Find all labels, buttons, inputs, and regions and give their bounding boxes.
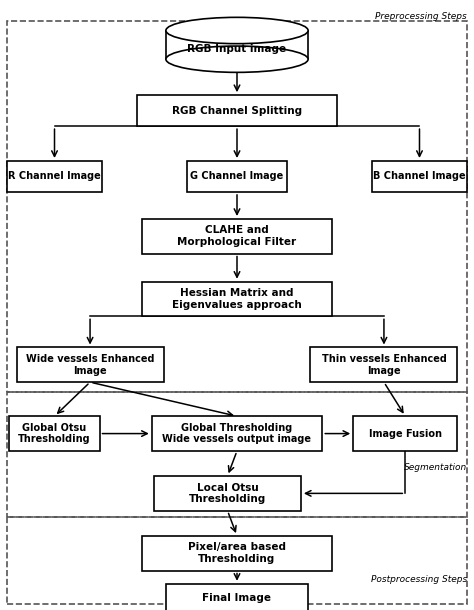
FancyBboxPatch shape (137, 95, 337, 126)
Text: B Channel Image: B Channel Image (373, 171, 466, 181)
Text: Preprocessing Steps: Preprocessing Steps (375, 12, 467, 21)
Ellipse shape (166, 17, 308, 44)
Text: R Channel Image: R Channel Image (8, 171, 101, 181)
Ellipse shape (166, 46, 308, 73)
Text: Hessian Matrix and
Eigenvalues approach: Hessian Matrix and Eigenvalues approach (172, 288, 302, 310)
Text: Segmentation: Segmentation (404, 464, 467, 473)
Text: RGB Input image: RGB Input image (187, 44, 287, 54)
Text: G Channel Image: G Channel Image (191, 171, 283, 181)
FancyBboxPatch shape (142, 282, 332, 317)
Text: Thin vessels Enhanced
Image: Thin vessels Enhanced Image (321, 354, 447, 376)
Text: Image Fusion: Image Fusion (369, 429, 442, 439)
FancyBboxPatch shape (372, 161, 467, 192)
Text: Global Thresholding
Wide vessels output image: Global Thresholding Wide vessels output … (163, 423, 311, 444)
Text: Final Image: Final Image (202, 593, 272, 603)
FancyBboxPatch shape (7, 161, 102, 192)
Text: Wide vessels Enhanced
Image: Wide vessels Enhanced Image (26, 354, 155, 376)
FancyBboxPatch shape (166, 30, 308, 59)
Text: Global Otsu
Thresholding: Global Otsu Thresholding (18, 423, 91, 444)
FancyBboxPatch shape (17, 348, 164, 382)
Text: Postprocessing Steps: Postprocessing Steps (371, 575, 467, 584)
Text: RGB Channel Splitting: RGB Channel Splitting (172, 106, 302, 116)
FancyBboxPatch shape (152, 416, 322, 451)
Text: CLAHE and
Morphological Filter: CLAHE and Morphological Filter (177, 226, 297, 247)
FancyBboxPatch shape (353, 416, 457, 451)
FancyBboxPatch shape (154, 476, 301, 511)
FancyBboxPatch shape (142, 536, 332, 570)
FancyBboxPatch shape (187, 161, 287, 192)
FancyBboxPatch shape (166, 584, 308, 610)
FancyBboxPatch shape (9, 416, 100, 451)
Text: Pixel/area based
Thresholding: Pixel/area based Thresholding (188, 542, 286, 564)
FancyBboxPatch shape (142, 219, 332, 254)
Text: Local Otsu
Thresholding: Local Otsu Thresholding (189, 483, 266, 504)
FancyBboxPatch shape (310, 348, 457, 382)
